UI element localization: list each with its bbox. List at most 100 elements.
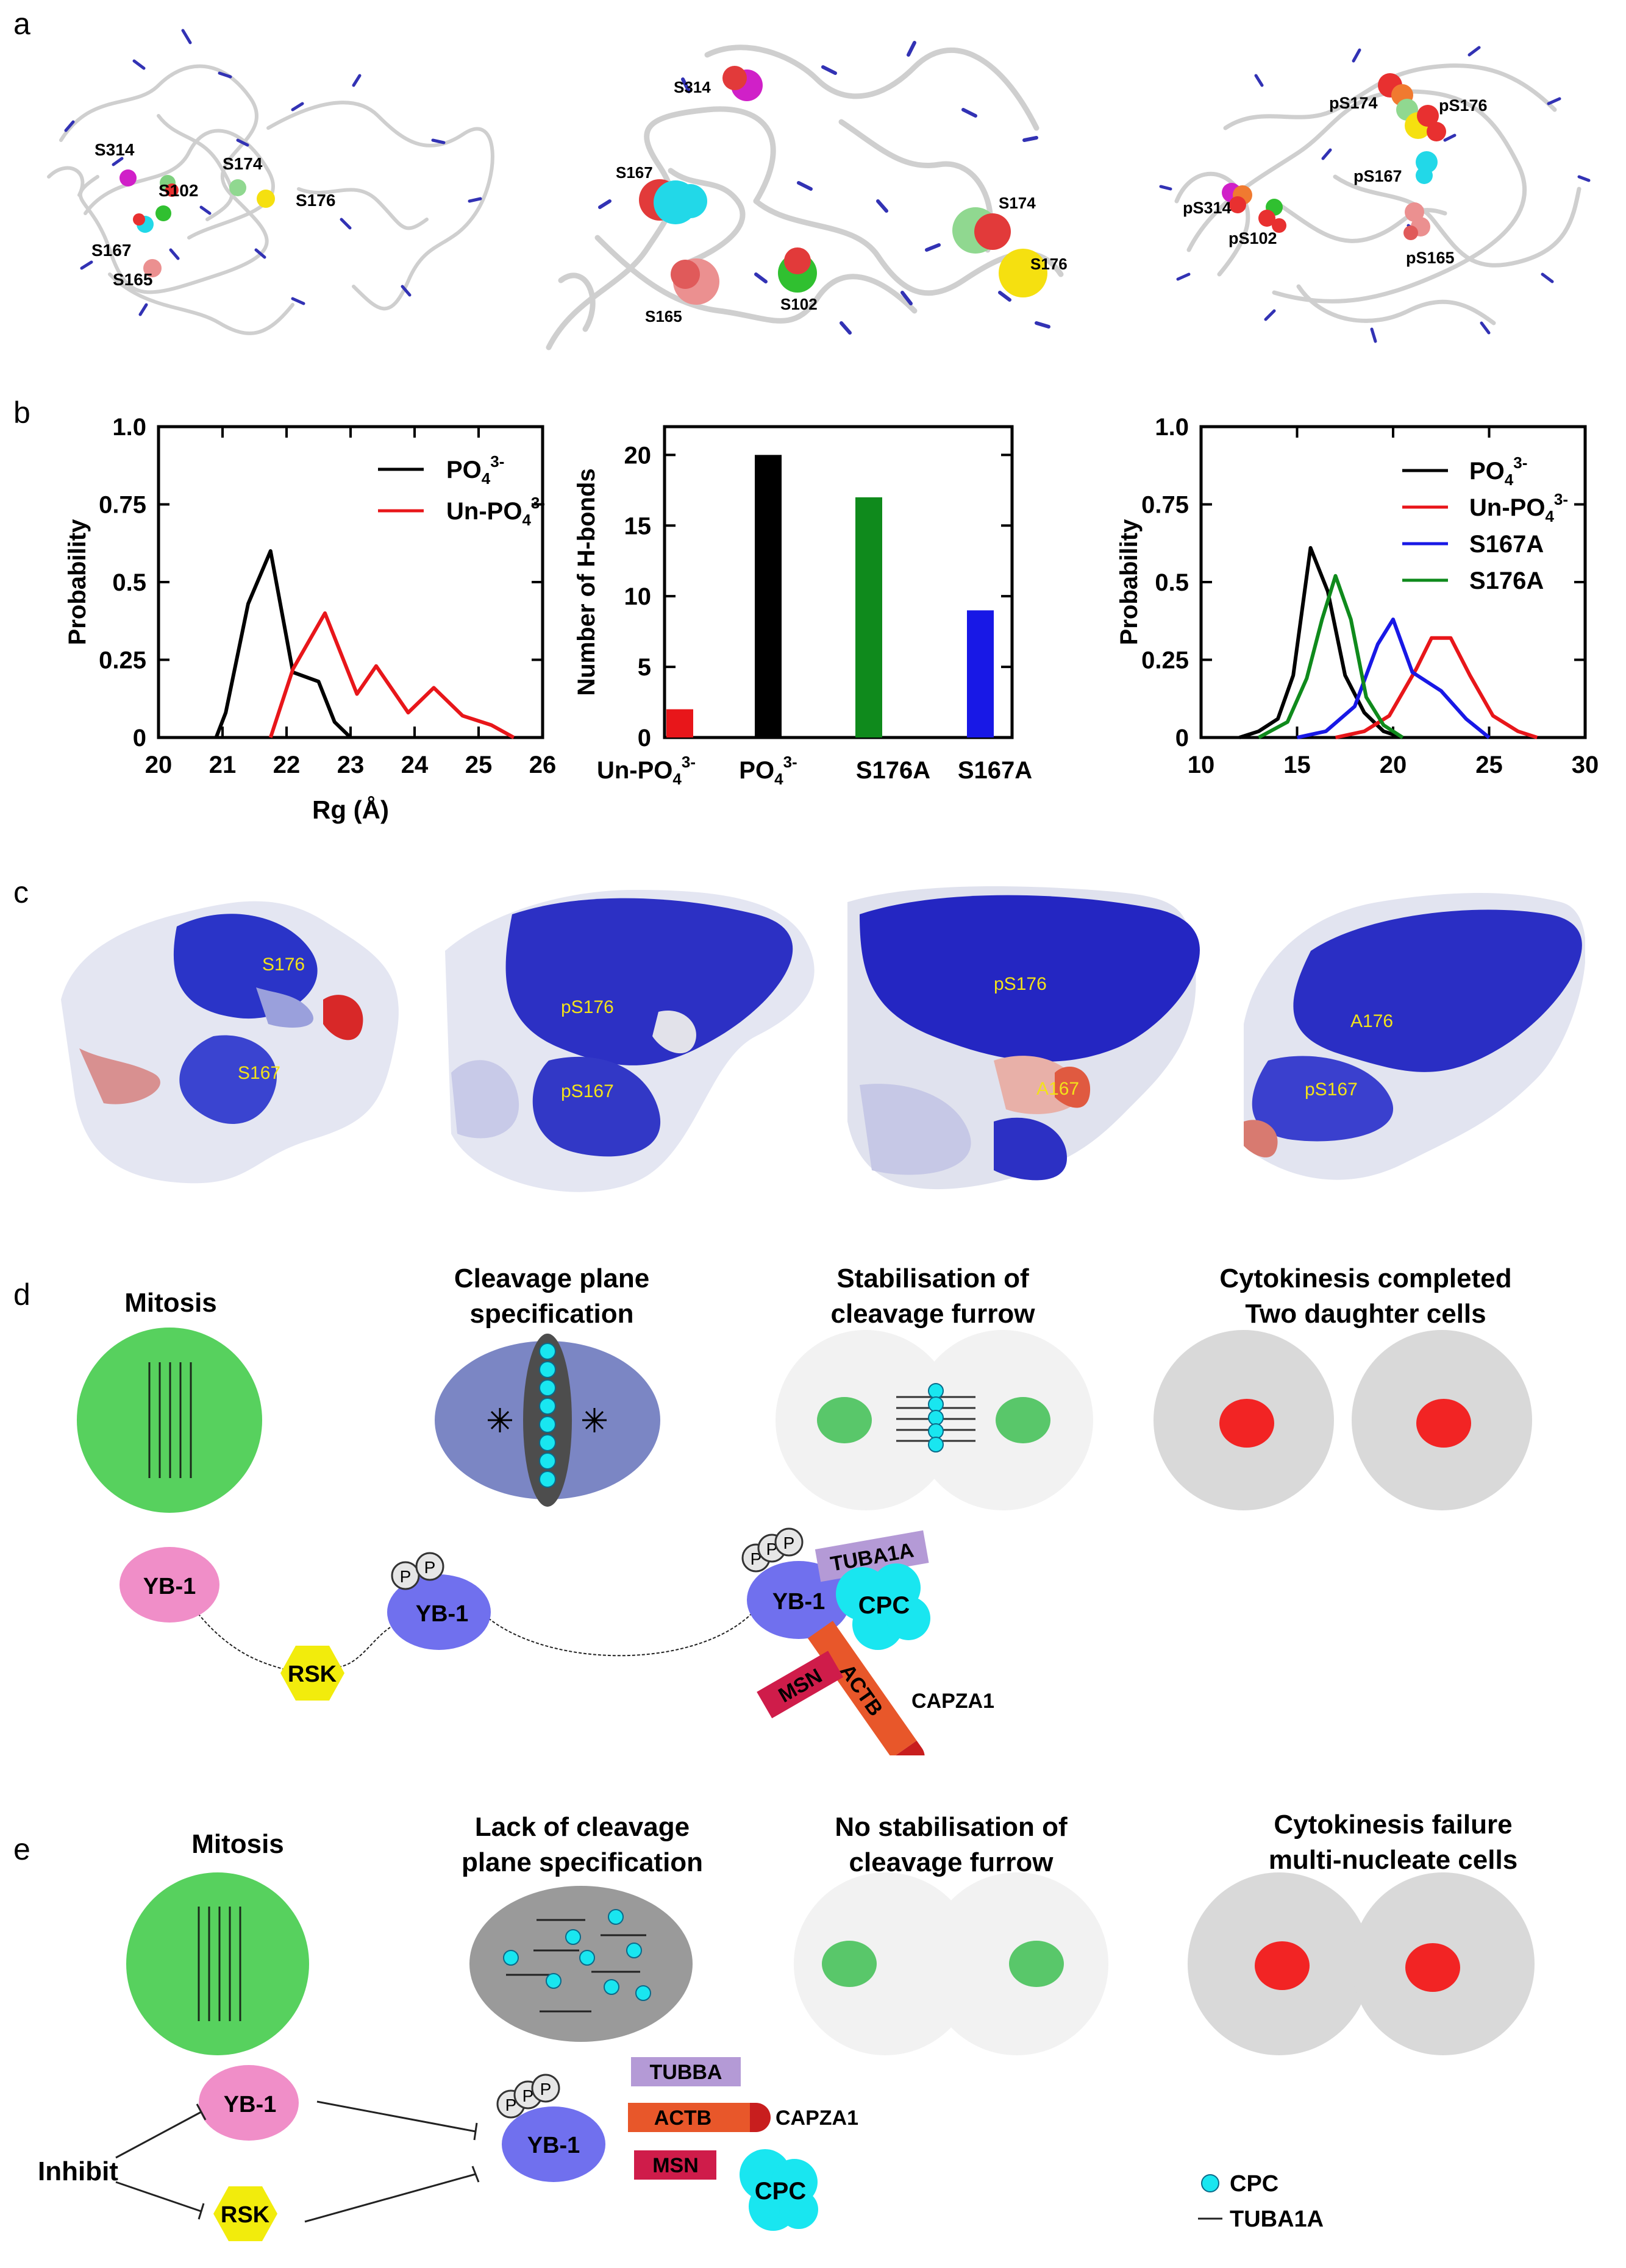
surface-s176a: A176 pS167 <box>1244 893 1585 1180</box>
tubba-label: TUBBA <box>650 2061 722 2084</box>
y-axis-label: Probability <box>64 519 91 645</box>
legend-label-s176a: S176A <box>1469 567 1544 594</box>
yb1-label: YB-1 <box>416 1601 469 1627</box>
stage-title: No stabilisation of <box>835 1812 1068 1842</box>
rsk-label: RSK <box>288 1662 337 1687</box>
msn-box <box>634 2150 716 2180</box>
protein-structure-1: S314 S102 S174 S176 S167 S165 <box>47 29 494 335</box>
surface-wildtype: S176 S167 <box>61 901 399 1184</box>
residue-label: A167 <box>1036 1079 1079 1099</box>
residue-label: S174 <box>223 154 263 173</box>
residue-label: S176 <box>1030 255 1068 273</box>
residue-label: pS314 <box>1183 199 1232 217</box>
residue-label: A176 <box>1350 1011 1393 1031</box>
cpc-label: CPC <box>858 1592 910 1619</box>
mitosis-cell <box>126 1872 309 2055</box>
x-tick-label: 20 <box>1380 752 1407 778</box>
series-line <box>1239 546 1403 739</box>
cpc-legend-icon <box>1201 2174 1219 2192</box>
panel-d-diagram: Mitosis Cleavage plane specification Sta… <box>77 1264 1532 1755</box>
rsk-node <box>213 2186 277 2241</box>
no-furrow-cell <box>794 1872 1108 2055</box>
yb1-label: YB-1 <box>527 2133 580 2158</box>
surface-s167a: pS176 A167 <box>847 886 1200 1190</box>
residue-label: pS176 <box>1439 96 1488 115</box>
panel-label-c: c <box>13 875 29 909</box>
stage-title: Stabilisation of <box>836 1264 1029 1293</box>
residue-label: S102 <box>780 295 818 313</box>
residue-label: S176 <box>296 191 335 210</box>
yb1-label: YB-1 <box>772 1589 825 1615</box>
x-tick-label: 10 <box>1188 752 1215 778</box>
residue-label: pS167 <box>561 1081 614 1101</box>
capza1-cap <box>750 2103 771 2132</box>
stage-title: Mitosis <box>124 1288 217 1318</box>
legend-label-po4: PO43- <box>1469 453 1527 489</box>
phospho-label: P <box>424 1558 436 1577</box>
y-tick-label: 0.25 <box>1141 647 1189 674</box>
x-tick-label: 21 <box>209 752 237 778</box>
cleavage-plane-cell <box>435 1334 660 1507</box>
x-tick-label: S167A <box>958 757 1032 784</box>
yb1-node <box>119 1547 219 1623</box>
series-line <box>268 611 515 739</box>
yb1-label: YB-1 <box>224 2092 277 2117</box>
legend-cpc-label: CPC <box>1230 2171 1278 2197</box>
stage-title: Two daughter cells <box>1245 1299 1486 1329</box>
x-tick-label: 26 <box>529 752 557 778</box>
y-axis-label: Number of H-bonds <box>573 468 600 695</box>
y-tick-label: 0.75 <box>1141 492 1189 519</box>
series-line <box>1335 636 1538 739</box>
x-tick-label: S176A <box>856 757 930 784</box>
x-tick-label: 20 <box>145 752 173 778</box>
legend-label-unpo4: Un-PO43- <box>446 494 545 529</box>
stage-title: specification <box>470 1299 634 1329</box>
stage-title: plane specification <box>462 1847 703 1877</box>
rsk-node <box>280 1646 344 1701</box>
y-tick-label: 0.75 <box>99 492 146 519</box>
residue-label: S174 <box>999 194 1036 212</box>
cpc-label: CPC <box>755 2178 806 2205</box>
legend: PO43- Un-PO43- S167A S176A <box>1402 453 1568 594</box>
stage-title: Mitosis <box>191 1829 284 1859</box>
rsk-label: RSK <box>221 2202 270 2228</box>
x-tick-label: 25 <box>465 752 493 778</box>
y-tick-label: 0.5 <box>112 569 146 596</box>
legend-tuba-label: TUBA1A <box>1230 2206 1324 2232</box>
x-tick-label: 23 <box>337 752 365 778</box>
panel-label-a: a <box>13 7 30 41</box>
plot-frame <box>663 425 1014 739</box>
actb-bar <box>628 2103 750 2132</box>
multinucleate-cell <box>1188 1872 1535 2055</box>
yb1-phospho-node <box>502 2106 605 2182</box>
tubba-box <box>631 2057 741 2086</box>
panel-label-d: d <box>13 1278 30 1312</box>
x-tick-label: 15 <box>1283 752 1311 778</box>
panel-label-e: e <box>13 1832 30 1866</box>
legend-label-unpo4: Un-PO43- <box>1469 490 1568 525</box>
bar <box>666 709 693 738</box>
phospho-label: P <box>766 1540 778 1559</box>
residue-label: S314 <box>674 78 711 96</box>
y-axis-label: Probability <box>1116 519 1143 645</box>
hbond-bar-chart: 0 5 10 15 20 Number of H-bonds Un-PO43- PO43… <box>573 425 1032 788</box>
x-axis-label: Rg (Å) <box>312 795 389 824</box>
cpc-cluster: CPC <box>740 2149 818 2231</box>
legend-label-s167a: S167A <box>1469 531 1544 558</box>
x-tick-label: 30 <box>1572 752 1599 778</box>
phospho-group: P P P <box>496 2074 560 2119</box>
y-tick-label: 15 <box>624 513 652 539</box>
residue-label: pS176 <box>994 974 1047 994</box>
residue-label: S102 <box>159 181 198 200</box>
residue-label: pS176 <box>561 997 614 1017</box>
residue-label: pS165 <box>1406 249 1455 267</box>
panel-label-b: b <box>13 396 30 430</box>
legend-label-po4: PO43- <box>446 452 504 488</box>
stage-title: cleavage furrow <box>849 1847 1054 1877</box>
y-tick-label: 20 <box>624 442 652 469</box>
legend: PO43- Un-PO43- <box>378 452 545 529</box>
residue-label: S314 <box>94 140 135 159</box>
phospho-label: P <box>783 1534 795 1552</box>
residue-label: pS167 <box>1353 167 1402 185</box>
y-tick-label: 0 <box>1175 725 1189 752</box>
